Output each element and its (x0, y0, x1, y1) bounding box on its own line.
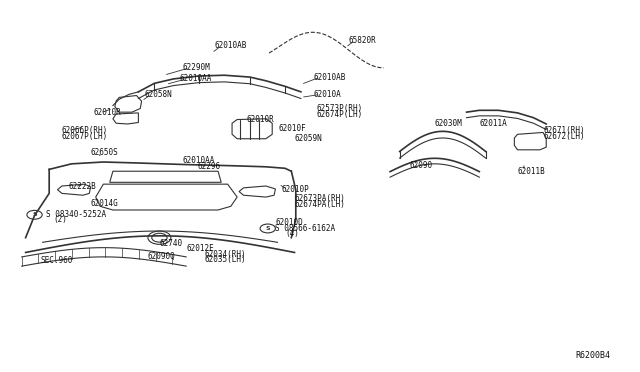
Text: 62010F: 62010F (278, 124, 307, 133)
Text: 62059N: 62059N (294, 134, 323, 142)
Text: 62290M: 62290M (183, 63, 211, 72)
Text: S 08566-6162A: S 08566-6162A (275, 224, 335, 233)
Text: 62035(LH): 62035(LH) (204, 255, 246, 264)
Text: 62011A: 62011A (479, 119, 507, 128)
Text: 62010AB: 62010AB (215, 41, 247, 50)
Text: 62010R: 62010R (246, 115, 275, 124)
Text: 62010R: 62010R (94, 108, 122, 118)
Text: 62011B: 62011B (518, 167, 545, 176)
Text: 62673PA(RH): 62673PA(RH) (294, 195, 346, 203)
Text: 62012E: 62012E (186, 244, 214, 253)
Text: 62010A: 62010A (314, 90, 341, 99)
Text: 62010P: 62010P (282, 185, 310, 194)
Text: S: S (266, 226, 270, 231)
Text: 62090: 62090 (409, 161, 433, 170)
Text: 62030M: 62030M (435, 119, 463, 128)
Text: 62674P(LH): 62674P(LH) (317, 109, 363, 119)
Text: 62058N: 62058N (145, 90, 173, 99)
Text: 62010D: 62010D (275, 218, 303, 227)
Text: 62010AA: 62010AA (180, 74, 212, 83)
Text: 62671(RH): 62671(RH) (543, 126, 585, 135)
Text: 62573P(RH): 62573P(RH) (317, 104, 363, 113)
Text: 62066P(RH): 62066P(RH) (62, 126, 108, 135)
Text: 62740: 62740 (159, 239, 182, 248)
Text: (2): (2) (54, 215, 67, 224)
Text: (4): (4) (285, 229, 299, 238)
Text: 62672(LH): 62672(LH) (543, 132, 585, 141)
Text: S 08340-5252A: S 08340-5252A (46, 210, 106, 219)
Text: 62067P(LH): 62067P(LH) (62, 132, 108, 141)
Text: 62034(RH): 62034(RH) (204, 250, 246, 259)
Text: 62650S: 62650S (91, 148, 118, 157)
Text: 62014G: 62014G (91, 199, 118, 208)
Text: 65820R: 65820R (349, 36, 376, 45)
Text: 62222B: 62222B (68, 182, 96, 191)
Text: 62010AA: 62010AA (183, 156, 216, 166)
Text: 62090Q: 62090Q (148, 251, 176, 261)
Text: 62674PA(LH): 62674PA(LH) (294, 200, 346, 209)
Text: 62010AB: 62010AB (314, 73, 346, 81)
Text: SEC.960: SEC.960 (41, 256, 73, 266)
Text: 62296: 62296 (198, 162, 221, 171)
Text: R6200B4: R6200B4 (575, 350, 610, 360)
Text: S: S (32, 212, 37, 217)
